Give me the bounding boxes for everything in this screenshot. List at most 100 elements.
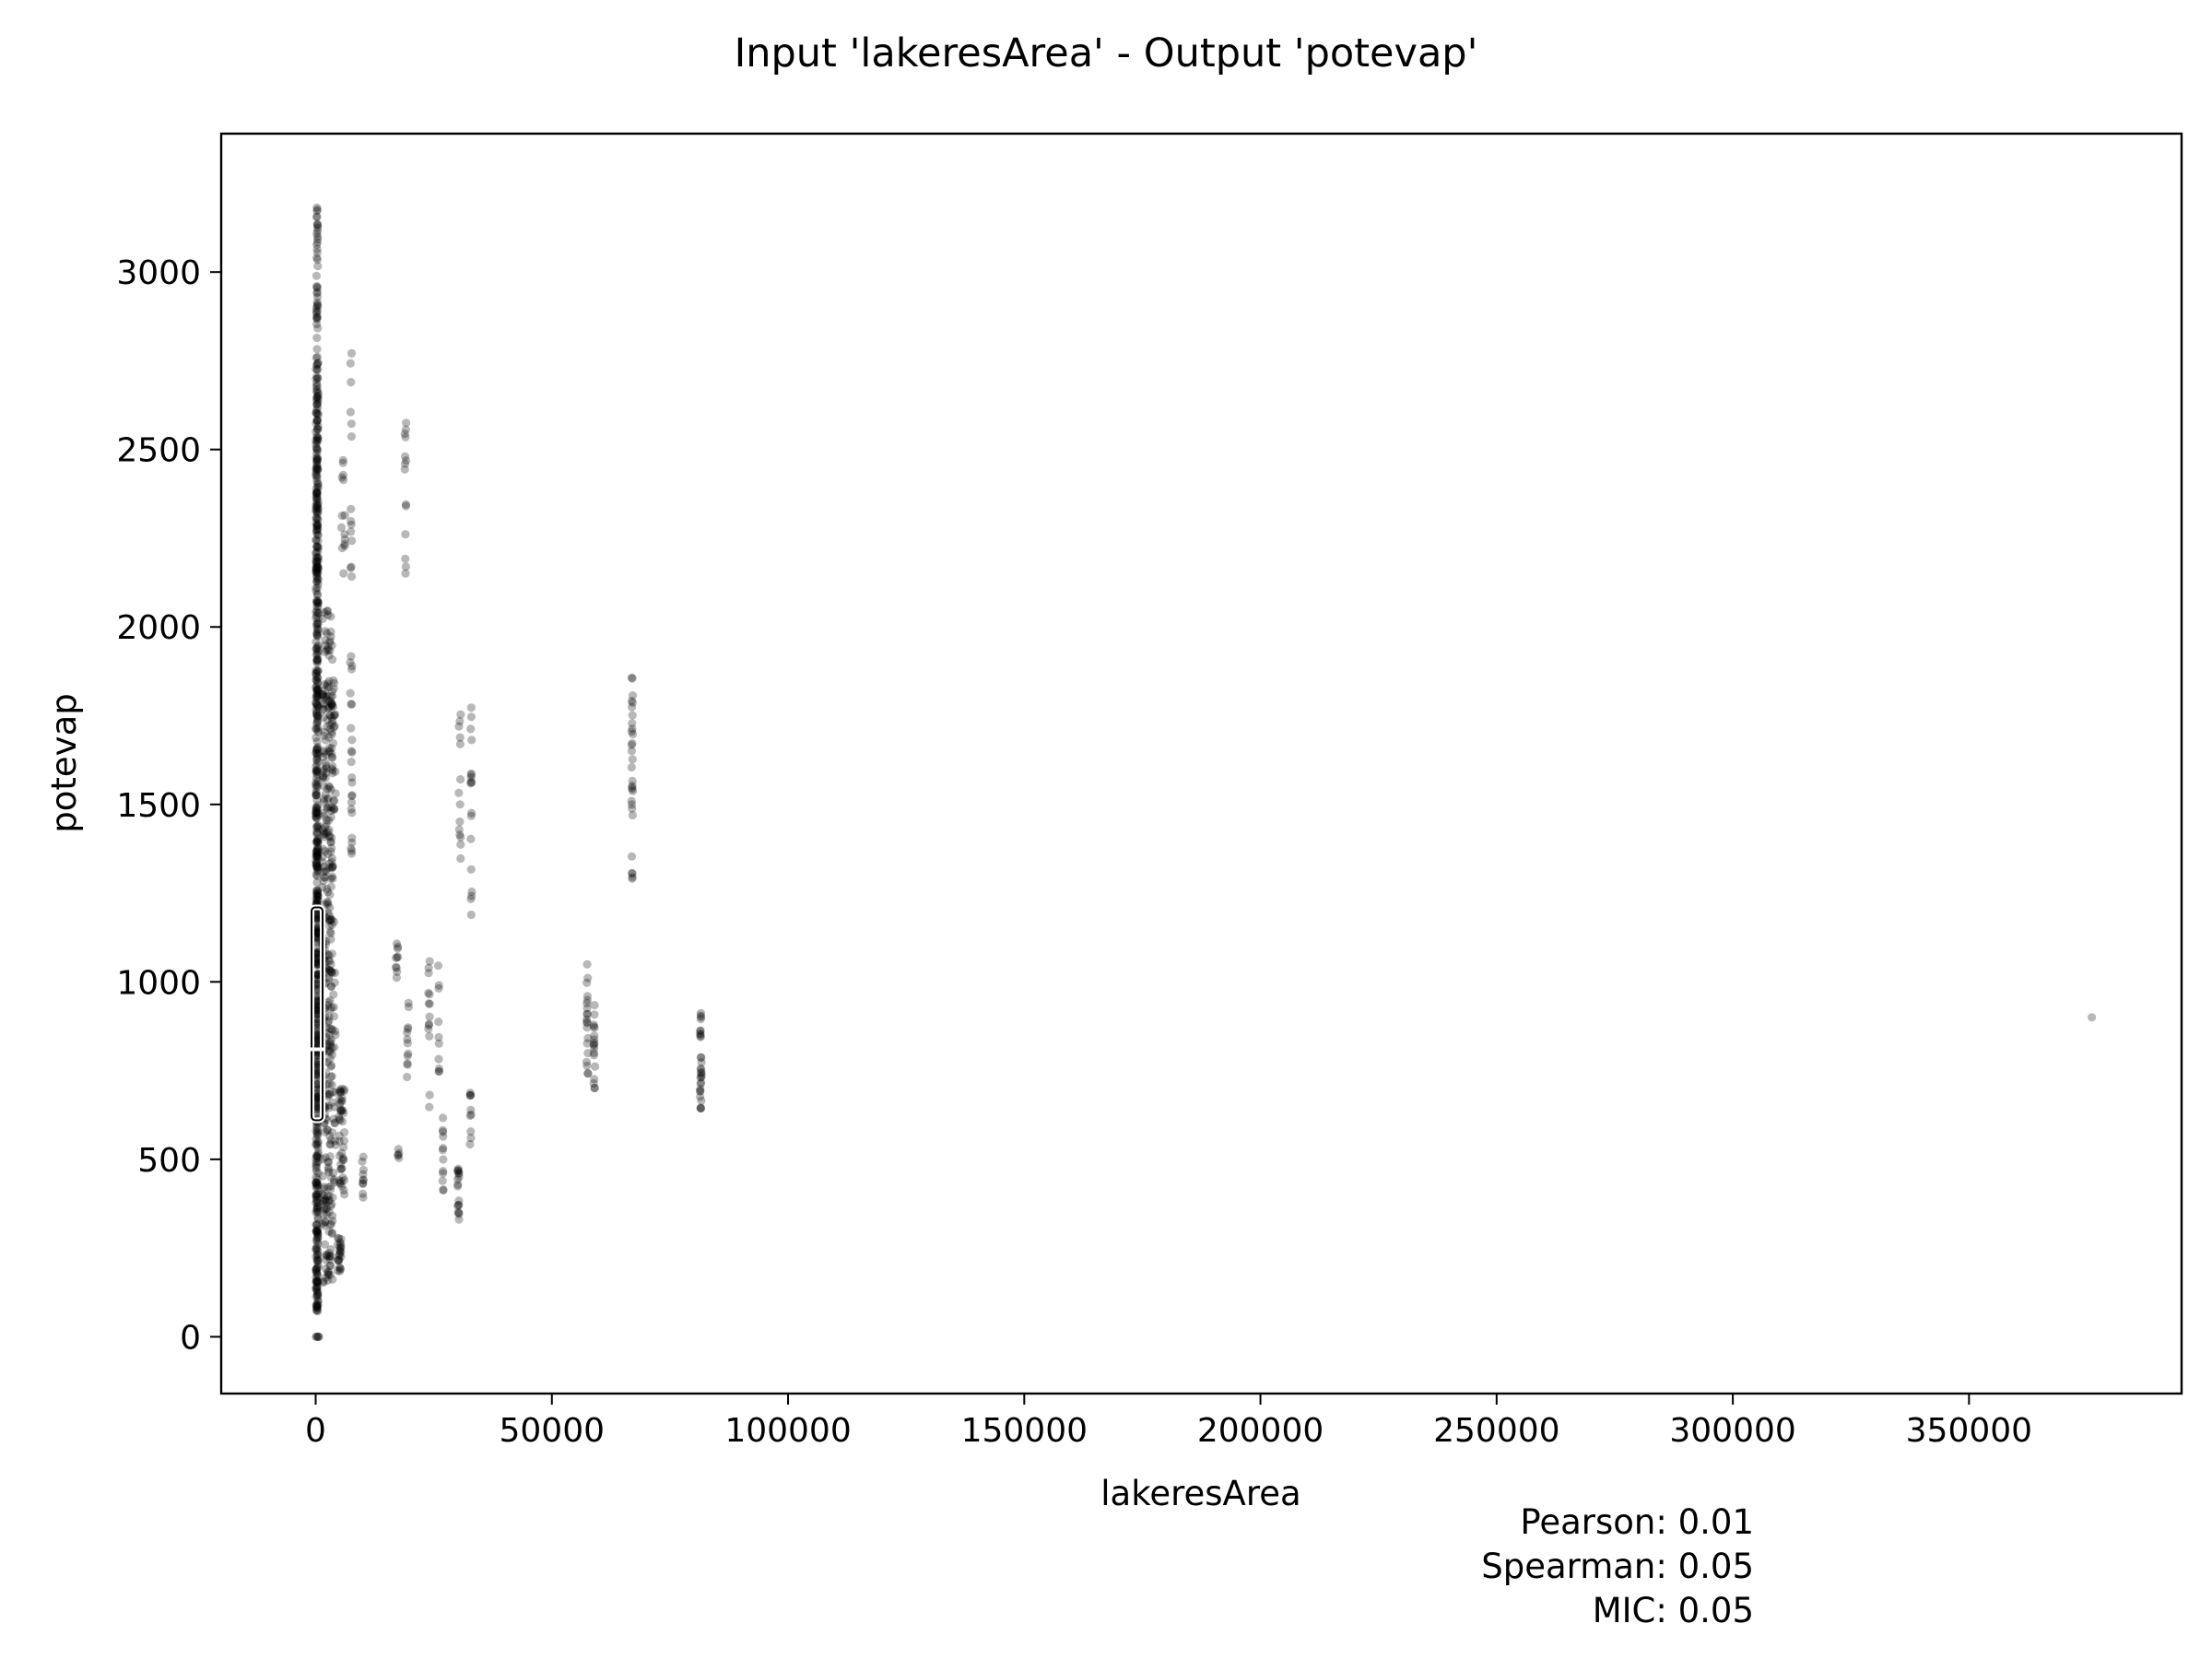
data-point bbox=[696, 1087, 705, 1096]
data-point bbox=[312, 852, 322, 861]
data-point bbox=[327, 1200, 336, 1209]
data-point bbox=[313, 1147, 323, 1157]
data-point bbox=[312, 746, 322, 755]
data-point bbox=[312, 1302, 323, 1312]
y-tick-label: 1500 bbox=[116, 787, 201, 825]
data-point bbox=[439, 1167, 448, 1176]
data-point bbox=[583, 1049, 593, 1058]
data-point bbox=[326, 1182, 335, 1191]
data-point bbox=[313, 373, 323, 382]
data-point bbox=[324, 1182, 333, 1192]
data-point bbox=[312, 830, 322, 839]
data-point bbox=[313, 863, 323, 873]
data-point bbox=[465, 1091, 475, 1100]
data-point bbox=[627, 852, 637, 861]
data-point bbox=[313, 421, 323, 431]
data-point bbox=[312, 507, 322, 516]
data-point bbox=[326, 1245, 335, 1254]
data-point bbox=[313, 1256, 323, 1265]
data-point bbox=[454, 1208, 464, 1218]
data-point bbox=[312, 1277, 321, 1287]
data-point bbox=[337, 1182, 347, 1191]
data-point bbox=[313, 1198, 323, 1207]
data-point bbox=[312, 360, 322, 370]
data-point bbox=[312, 431, 322, 441]
data-point bbox=[312, 685, 323, 695]
data-point bbox=[313, 1031, 323, 1041]
data-point bbox=[697, 1053, 706, 1062]
data-point bbox=[322, 865, 331, 875]
data-point bbox=[312, 288, 322, 298]
data-point bbox=[313, 1307, 323, 1316]
data-point bbox=[327, 1072, 336, 1081]
data-point bbox=[327, 699, 336, 708]
data-point bbox=[323, 898, 332, 907]
data-point bbox=[312, 791, 321, 800]
data-point bbox=[312, 1204, 322, 1213]
data-point bbox=[333, 1265, 342, 1276]
data-point bbox=[324, 973, 333, 982]
data-point bbox=[359, 1179, 368, 1188]
data-point bbox=[325, 957, 335, 966]
data-point bbox=[325, 1041, 335, 1051]
data-point bbox=[312, 1079, 322, 1088]
data-point bbox=[313, 394, 323, 404]
data-point bbox=[312, 1181, 321, 1190]
data-point bbox=[312, 762, 321, 771]
data-point bbox=[347, 504, 356, 513]
data-point bbox=[466, 772, 476, 782]
data-point bbox=[321, 1217, 330, 1227]
data-point bbox=[454, 1172, 464, 1182]
data-point bbox=[590, 1035, 599, 1044]
data-point bbox=[339, 1136, 348, 1146]
data-point bbox=[312, 386, 321, 395]
data-point bbox=[339, 476, 348, 485]
data-point bbox=[321, 1218, 330, 1227]
data-point bbox=[313, 1093, 323, 1102]
data-point bbox=[323, 784, 332, 794]
data-point bbox=[347, 808, 357, 818]
data-point bbox=[312, 1085, 322, 1094]
data-point bbox=[312, 1265, 322, 1274]
data-point bbox=[340, 535, 349, 544]
data-point bbox=[312, 564, 321, 573]
data-point bbox=[312, 1159, 321, 1169]
data-point bbox=[312, 1061, 322, 1070]
data-point bbox=[313, 1233, 323, 1242]
data-point bbox=[312, 1285, 321, 1294]
data-point bbox=[589, 1078, 598, 1088]
data-point bbox=[312, 1250, 323, 1259]
data-point bbox=[313, 579, 323, 588]
data-point bbox=[312, 1269, 322, 1279]
data-point bbox=[312, 542, 322, 552]
data-point bbox=[312, 1237, 323, 1246]
data-point bbox=[313, 1006, 323, 1015]
data-point bbox=[324, 1158, 333, 1167]
data-point bbox=[329, 917, 338, 926]
data-point bbox=[424, 1024, 433, 1033]
data-point bbox=[312, 292, 323, 301]
data-point bbox=[696, 1085, 705, 1094]
data-point bbox=[324, 921, 335, 931]
data-point bbox=[312, 620, 322, 629]
data-point bbox=[337, 1164, 347, 1173]
data-point bbox=[312, 957, 322, 966]
data-point bbox=[319, 752, 328, 762]
data-point bbox=[324, 1270, 333, 1280]
data-point bbox=[312, 1206, 322, 1215]
data-point bbox=[312, 353, 321, 362]
data-point bbox=[424, 1019, 433, 1029]
data-point bbox=[312, 320, 322, 329]
data-point bbox=[582, 1061, 592, 1070]
data-point bbox=[312, 393, 322, 402]
data-point bbox=[312, 994, 323, 1004]
y-tick-label: 3000 bbox=[116, 254, 201, 292]
data-point bbox=[392, 939, 402, 948]
data-point bbox=[312, 650, 321, 659]
data-point bbox=[323, 606, 333, 616]
data-point bbox=[312, 1105, 322, 1114]
data-point bbox=[324, 1253, 335, 1262]
data-point bbox=[321, 647, 330, 657]
data-point bbox=[325, 696, 335, 705]
